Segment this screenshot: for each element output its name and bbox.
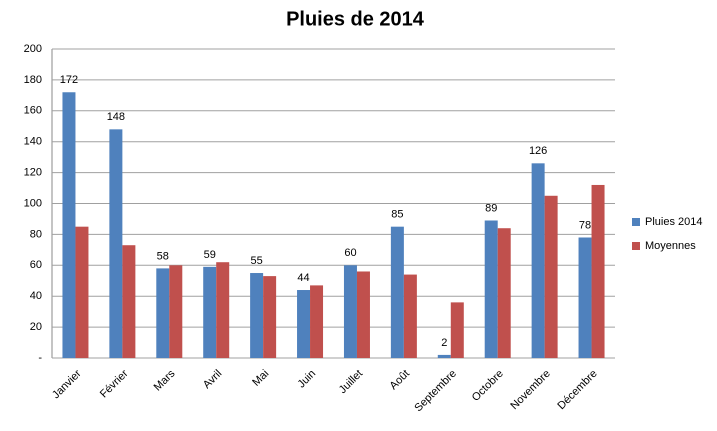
bar [484,220,498,358]
y-tick-label: 40 [30,290,42,302]
bar [437,354,451,358]
data-label: 55 [251,255,263,267]
data-label: 44 [297,272,309,284]
bar [75,226,89,358]
y-tick-label: 160 [24,105,42,117]
bar [156,268,170,358]
x-tick-label: Août [388,368,412,392]
x-tick-label: Janvier [50,367,84,401]
bar [390,226,404,358]
x-tick-label: Décembre [555,368,599,412]
legend-label: Moyennes [645,240,696,252]
bar [297,290,311,358]
y-tick-label: 60 [30,259,42,271]
bar [263,276,277,358]
bar [109,129,123,358]
x-tick-label: Février [98,367,131,400]
bar [169,265,183,358]
data-label: 126 [529,145,547,157]
x-tick-label: Septembre [412,368,459,415]
y-tick-label: 20 [30,321,42,333]
bar [343,265,357,358]
bar [591,184,605,358]
bar [450,302,464,358]
data-label: 89 [485,202,497,214]
data-label: 172 [60,74,78,86]
bar [310,285,324,358]
x-tick-label: Octobre [470,368,506,404]
data-label: 60 [344,247,356,259]
bar [403,274,417,358]
bar [216,262,230,358]
data-label: 148 [107,111,125,123]
data-label: 58 [157,250,169,262]
legend-swatch [632,218,640,226]
y-tick-label: 140 [24,136,42,148]
y-tick-label: 180 [24,74,42,86]
data-label: 59 [204,249,216,261]
y-tick-label: - [38,352,42,364]
data-label: 85 [391,209,403,221]
x-tick-label: Mars [152,367,178,393]
bar [62,92,76,358]
x-tick-label: Mai [250,368,271,389]
chart-title: Pluies de 2014 [286,8,425,30]
y-tick-label: 120 [24,167,42,179]
bar [122,245,136,358]
bar [250,273,264,358]
bar [203,266,217,358]
x-tick-label: Juin [295,368,318,391]
data-label: 2 [441,337,447,349]
x-tick-label: Novembre [508,368,552,412]
bar [578,237,592,358]
x-tick-label: Juillet [337,368,365,396]
data-label: 78 [579,219,591,231]
bar [544,195,558,358]
x-tick-label: Avril [201,368,224,391]
legend-swatch [632,242,640,250]
legend-label: Pluies 2014 [645,216,703,228]
y-tick-label: 200 [24,43,42,55]
bar [531,163,545,358]
y-tick-label: 100 [24,197,42,209]
bar [497,228,511,358]
y-tick-label: 80 [30,228,42,240]
bar [356,271,370,358]
